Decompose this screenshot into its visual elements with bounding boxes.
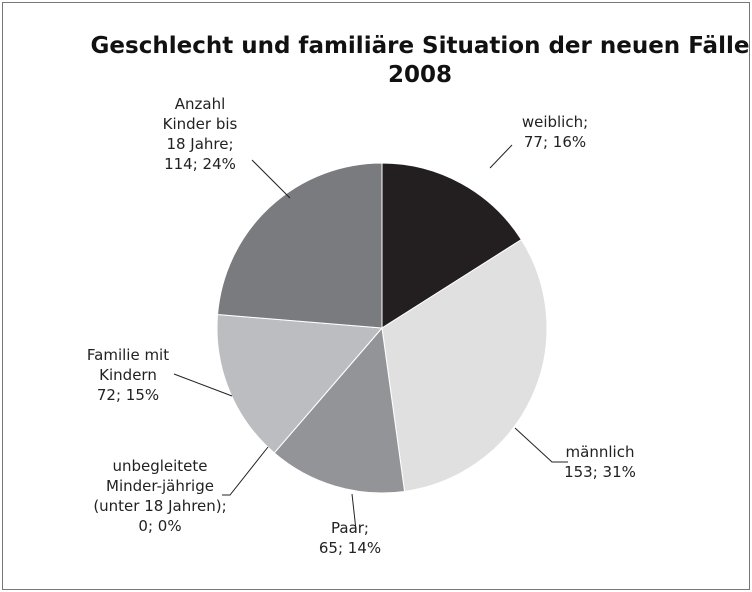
leader-line (489, 144, 513, 169)
data-label: unbegleitete Minder-jährige (unter 18 Ja… (85, 456, 235, 536)
data-label: männlich 153; 31% (550, 442, 650, 482)
pie-slice (381, 162, 523, 329)
leader-line (351, 493, 357, 531)
category-label: Anzahl Kinder bis 18 Jahre; (162, 95, 238, 153)
leader-line (251, 159, 291, 199)
value-label: 114; 24% (164, 155, 236, 173)
category-label: Paar; (331, 519, 369, 537)
chart-title: Geschlecht und familiäre Situation der n… (90, 33, 750, 88)
leader-line (514, 427, 568, 463)
pie-slice (216, 314, 384, 454)
pie-slice (273, 326, 406, 494)
value-label: 72; 15% (96, 386, 160, 404)
value-label: 0; 0% (138, 517, 182, 535)
category-label: Familie mit Kindern (86, 346, 170, 384)
data-label: Familie mit Kindern 72; 15% (73, 345, 183, 405)
category-label: unbegleitete Minder-jährige (unter 18 Ja… (93, 457, 227, 515)
data-label: Paar; 65; 14% (310, 518, 390, 558)
pie-slice (217, 162, 383, 329)
data-label: Anzahl Kinder bis 18 Jahre; 114; 24% (158, 94, 243, 174)
value-label: 77; 16% (523, 133, 587, 151)
category-label: männlich (565, 443, 635, 461)
leader-line (222, 446, 269, 496)
category-label: weiblich; (521, 113, 589, 131)
leader-line (173, 373, 233, 397)
data-label: weiblich; 77; 16% (510, 112, 600, 152)
pie-slice (381, 238, 548, 493)
value-label: 65; 14% (318, 539, 382, 557)
value-label: 153; 31% (564, 463, 636, 481)
